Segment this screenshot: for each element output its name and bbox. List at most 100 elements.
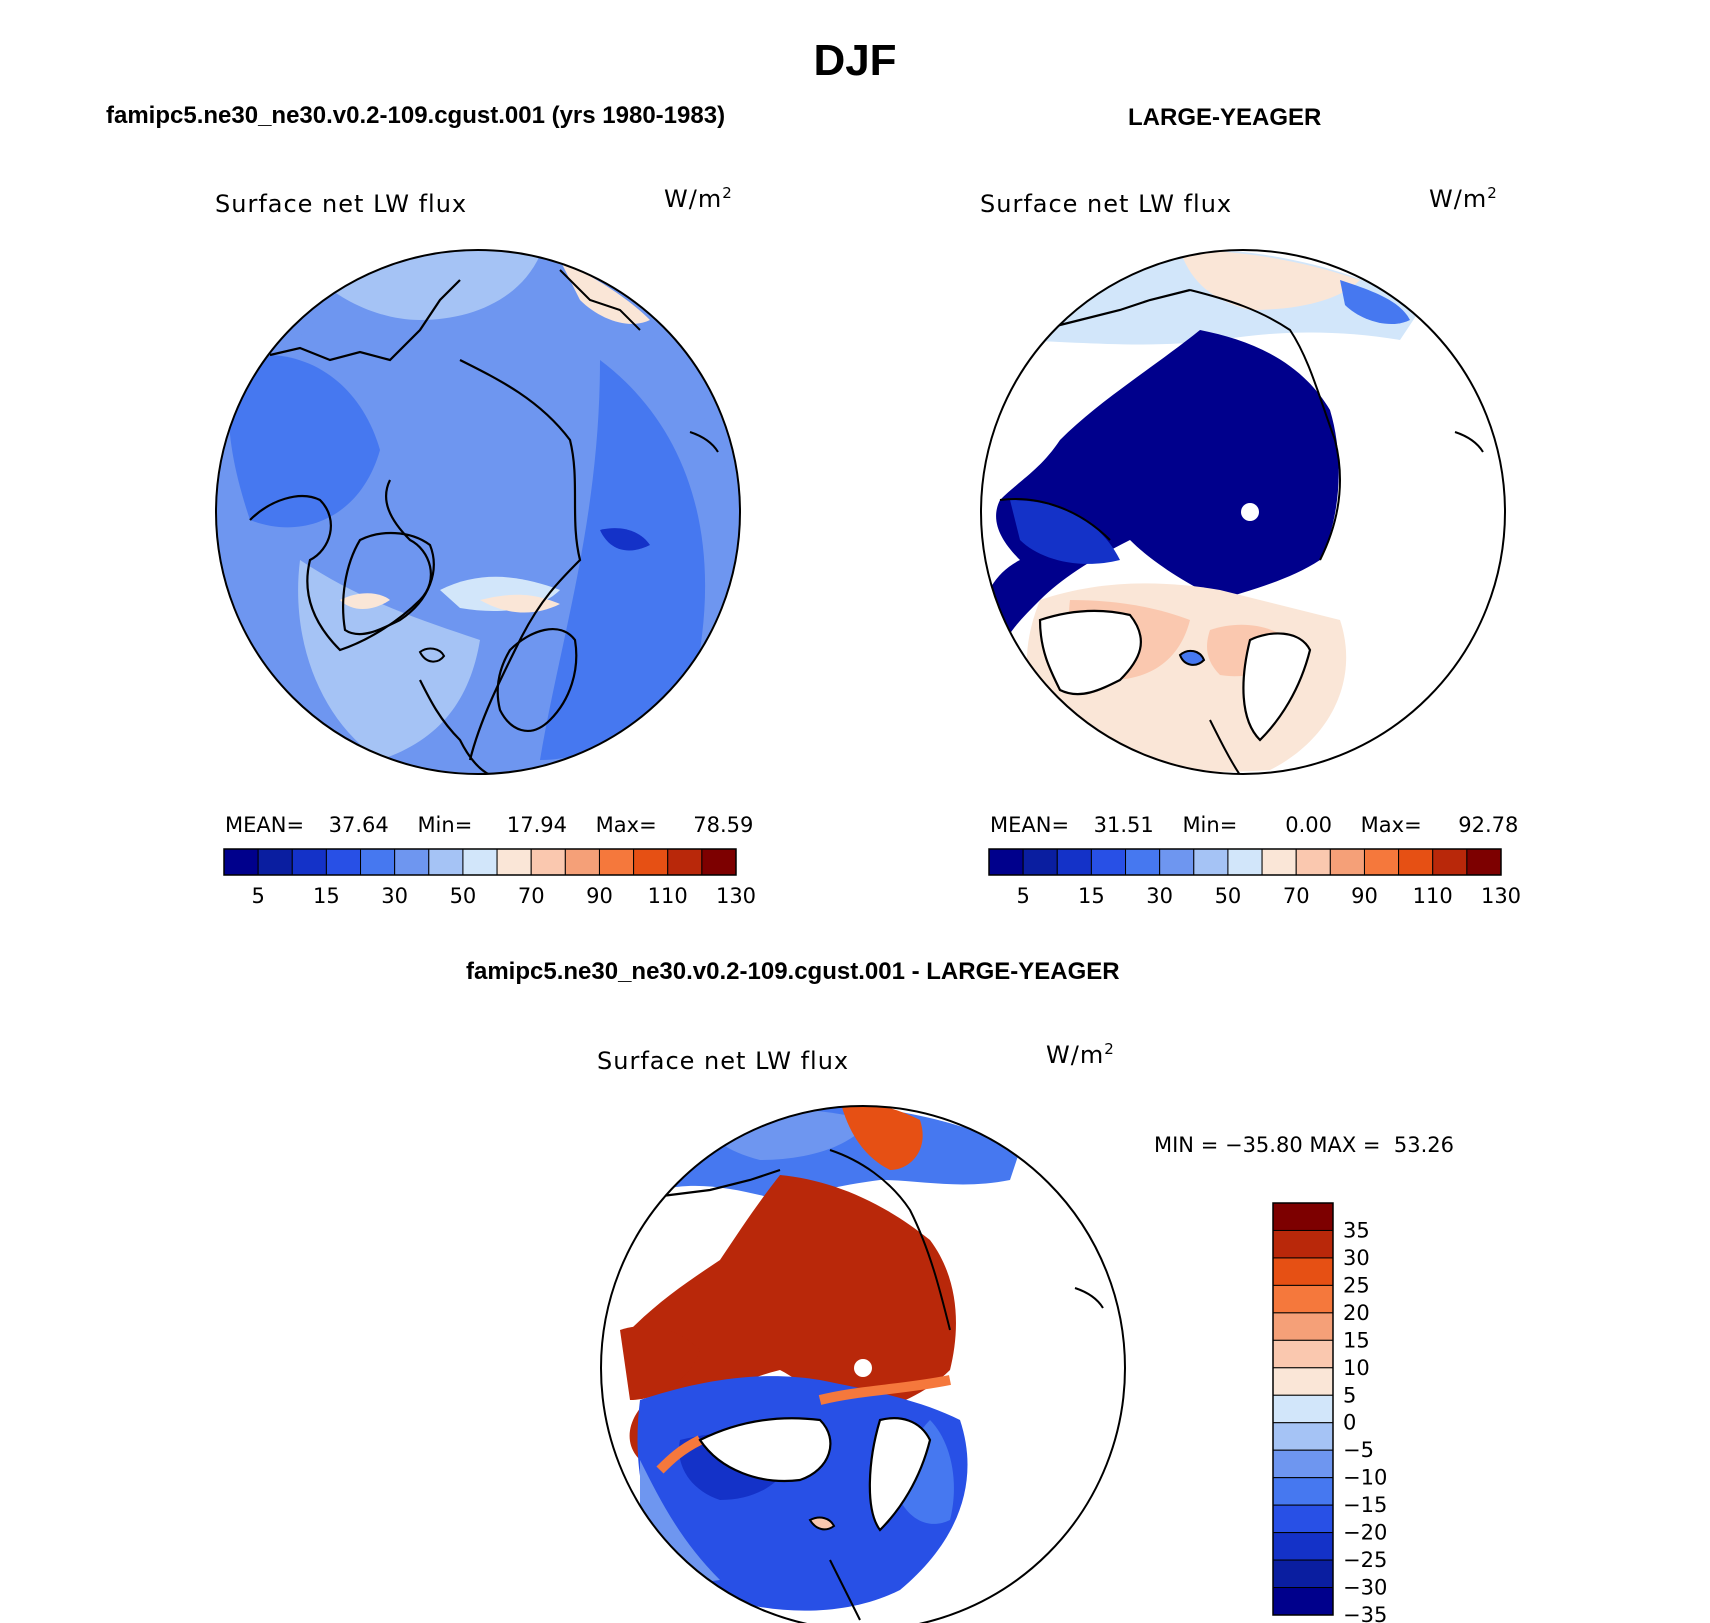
diff-colorbar-bin-1 [1272,1229,1334,1259]
obs-panel-title: LARGE-YEAGER [1128,104,1322,131]
model-colorbar-tick-label: 70 [518,884,545,908]
model-colorbar-tick-label: 130 [716,884,756,908]
obs-units-label: W/m2 [1429,184,1498,213]
diff-colorbar-tick-label: −25 [1343,1548,1387,1572]
obs-colorbar-bin-4 [1125,848,1161,876]
model-colorbar-bin-8 [496,848,532,876]
diff-colorbar-tick-label: 30 [1343,1246,1370,1270]
model-mean-value: 37.64 [328,813,389,837]
obs-field [981,250,1505,774]
obs-colorbar-frame [988,848,1502,876]
model-stats: MEAN= 37.64 Min= 17.94 Max= 78.59 [225,813,753,837]
diff-colorbar-tick-label: −15 [1343,1493,1387,1517]
model-colorbar-bin-10 [564,848,600,876]
diff-colorbar-tick-label: −30 [1343,1576,1387,1600]
model-colorbar-bin-5 [394,848,430,876]
obs-max-label: Max= [1360,813,1422,837]
diff-colorbar-bin-10 [1272,1477,1334,1506]
model-colorbar-bin-13 [667,848,703,876]
diff-colorbar-bin-2 [1272,1257,1334,1286]
model-colorbar-bin-2 [291,848,327,876]
obs-colorbar-bin-0 [988,848,1024,876]
model-colorbar-tick-label: 110 [648,884,688,908]
obs-colorbar-bin-1 [1022,848,1058,876]
obs-mean-label: MEAN= [990,813,1070,837]
obs-max-value: 92.78 [1458,813,1519,837]
diff-colorbar-bin-6 [1272,1367,1334,1396]
model-colorbar-bin-9 [530,848,566,876]
model-colorbar-tick-label: 5 [251,884,264,908]
diff-colorbar-frame [1272,1202,1334,1616]
obs-min-value: 0.00 [1285,813,1332,837]
model-colorbar-bin-7 [462,848,498,876]
model-min-value: 17.94 [506,813,567,837]
diff-colorbar-tick-label: −5 [1343,1438,1374,1462]
obs-stats: MEAN= 31.51 Min= 0.00 Max= 92.78 [990,813,1518,837]
obs-colorbar-bin-10 [1329,848,1365,876]
diff-minmax-text: MIN = −35.80 MAX = 53.26 [1154,1133,1454,1157]
obs-colorbar-tick-label: 30 [1146,884,1173,908]
obs-colorbar-bin-13 [1432,848,1468,876]
obs-colorbar-tick-label: 130 [1481,884,1521,908]
obs-pole-marker [1241,503,1259,521]
model-colorbar-tick-label: 50 [450,884,477,908]
model-mean-label: MEAN= [225,813,305,837]
obs-colorbar-bin-2 [1056,848,1092,876]
diff-colorbar-bin-12 [1272,1532,1334,1561]
obs-colorbar-bin-5 [1159,848,1195,876]
diff-colorbar-bin-14 [1272,1587,1334,1616]
diff-colorbar-bin-4 [1272,1312,1334,1341]
diff-colorbar-bin-8 [1272,1422,1334,1451]
obs-colorbar-tick-label: 15 [1078,884,1105,908]
obs-colorbar-bin-9 [1295,848,1331,876]
diff-colorbar-bin-3 [1272,1284,1334,1314]
model-panel-title: famipc5.ne30_ne30.v0.2-109.cgust.001 (yr… [106,102,726,129]
diff-colorbar-tick-label: 0 [1343,1411,1356,1435]
diff-colorbar-tick-label: 5 [1343,1383,1356,1407]
model-min-label: Min= [417,813,473,837]
obs-colorbar-bin-7 [1227,848,1263,876]
obs-colorbar-tick-label: 110 [1413,884,1453,908]
obs-colorbar-bin-14 [1466,848,1502,876]
diff-colorbar-tick-label: 25 [1343,1273,1370,1297]
diff-colorbar-tick-label: −10 [1343,1466,1387,1490]
diff-variable-label: Surface net LW flux [597,1047,850,1075]
model-colorbar-bin-14 [701,848,737,876]
obs-colorbar-tick-label: 5 [1016,884,1029,908]
model-max-label: Max= [595,813,657,837]
diff-panel-title: famipc5.ne30_ne30.v0.2-109.cgust.001 - L… [466,958,1120,985]
diff-colorbar-tick-label: 15 [1343,1328,1370,1352]
diff-colorbar-bin-7 [1272,1394,1334,1424]
obs-min-label: Min= [1182,813,1238,837]
obs-colorbar-bin-8 [1261,848,1297,876]
model-variable-label: Surface net LW flux [215,190,468,218]
obs-colorbar-bin-11 [1363,848,1400,876]
model-colorbar-bin-12 [633,848,669,876]
diff-colorbar-tick-label: 10 [1343,1356,1370,1380]
model-colorbar-frame [223,848,737,876]
diff-colorbar-bin-5 [1272,1339,1334,1369]
obs-variable-label: Surface net LW flux [980,190,1233,218]
diff-colorbar-tick-label: −20 [1343,1521,1387,1545]
obs-colorbar-bin-12 [1398,848,1434,876]
model-colorbar-tick-label: 30 [381,884,408,908]
diff-field [601,1106,1125,1623]
model-max-value: 78.59 [693,813,754,837]
model-colorbar-tick-label: 90 [586,884,613,908]
obs-colorbar-tick-label: 70 [1283,884,1310,908]
diff-units-label: W/m2 [1046,1040,1115,1069]
model-colorbar-bin-3 [325,848,362,876]
diff-colorbar-tick-label: 20 [1343,1301,1370,1325]
model-units-label: W/m2 [664,184,733,213]
obs-mean-value: 31.51 [1093,813,1154,837]
model-field [216,250,740,774]
model-colorbar-bin-1 [257,848,293,876]
figure-season-title: DJF [813,36,897,85]
model-colorbar-bin-0 [223,848,259,876]
diff-colorbar-bin-13 [1272,1559,1334,1589]
diff-colorbar-bin-0 [1272,1202,1334,1231]
model-colorbar-bin-6 [428,848,464,876]
obs-colorbar-tick-label: 90 [1351,884,1378,908]
